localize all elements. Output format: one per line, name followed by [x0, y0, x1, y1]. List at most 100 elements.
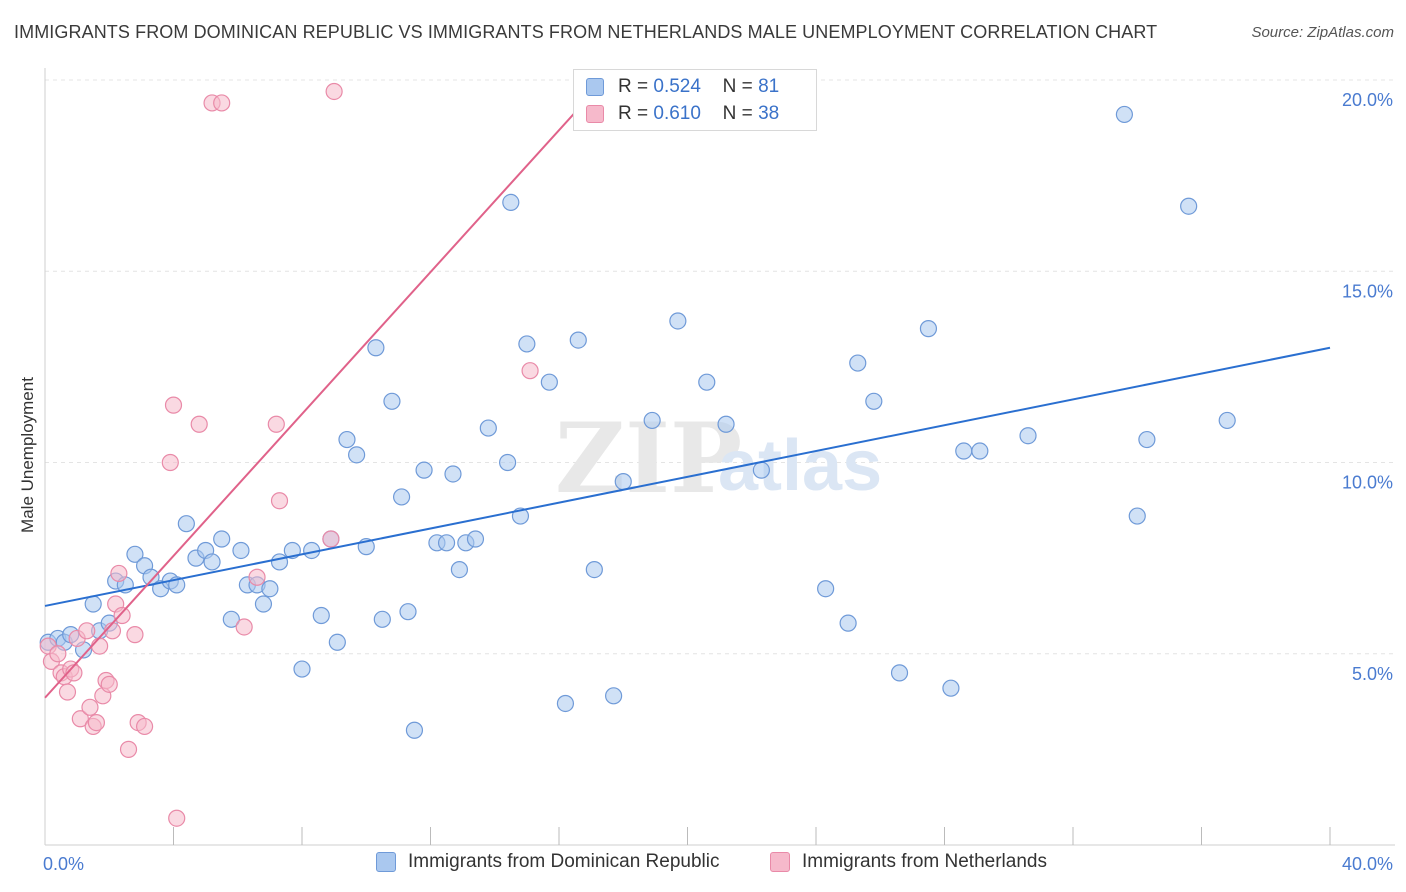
y-axis-label: Male Unemployment — [18, 377, 37, 533]
y-tick-label: 20.0% — [1342, 90, 1393, 110]
dominican-republic-point — [518, 335, 536, 353]
dominican-republic-point — [392, 488, 411, 506]
netherlands-point — [87, 713, 106, 732]
dominican-republic-point — [261, 580, 279, 598]
netherlands-point — [126, 626, 144, 644]
netherlands-point — [161, 453, 179, 472]
dominican-republic-point — [942, 679, 960, 697]
dominican-republic-point — [383, 392, 401, 410]
netherlands-point — [91, 637, 109, 655]
dominican-republic-point — [293, 660, 311, 678]
dominican-republic-point — [84, 595, 102, 613]
legend-n-label: N = — [722, 103, 753, 124]
trend-lines — [44, 86, 1331, 699]
dominican-republic-point — [399, 603, 417, 621]
dominican-republic-point — [971, 442, 989, 460]
dominican-republic-point — [1128, 507, 1146, 525]
x-tick-label: 40.0% — [1342, 854, 1393, 874]
bottom-legend-swatch-dominican-republic — [376, 852, 396, 872]
netherlands-point — [49, 645, 67, 663]
dominican-republic-point — [669, 312, 687, 330]
dominican-republic-point — [499, 453, 517, 472]
netherlands-point — [270, 492, 289, 510]
netherlands-point — [164, 396, 183, 414]
dominican-republic-point — [328, 633, 346, 651]
legend-r-value: 0.524 — [653, 76, 701, 97]
dominican-republic-point — [556, 694, 575, 713]
dominican-republic-point — [502, 193, 520, 211]
netherlands-point — [71, 710, 89, 728]
legend-swatch-dominican-republic — [586, 78, 604, 96]
legend-swatch-netherlands — [586, 105, 604, 123]
dominican-republic-point — [254, 595, 273, 613]
legend-n-value: 38 — [758, 103, 780, 124]
trend-line-netherlands — [44, 86, 599, 699]
dominican-republic-point — [1138, 430, 1156, 449]
dominican-republic-point — [348, 446, 366, 464]
dominican-republic-point — [569, 331, 587, 349]
netherlands-point — [135, 717, 154, 736]
dominican-republic-point — [405, 721, 424, 739]
dominican-republic-point — [437, 534, 456, 552]
dominican-republic-point — [717, 415, 735, 433]
axes — [44, 68, 1395, 846]
netherlands-point — [119, 740, 138, 758]
netherlands-point — [110, 564, 128, 583]
x-tick-label: 0.0% — [43, 854, 84, 874]
legend-r-value: 0.610 — [653, 103, 701, 124]
netherlands-point — [267, 415, 285, 433]
dominican-republic-point — [752, 461, 770, 479]
dominican-republic-point — [444, 465, 462, 483]
legend-r-label: R = — [618, 103, 649, 124]
netherlands-point — [58, 683, 77, 701]
legend-n-value: 81 — [758, 76, 780, 97]
source-credit: Source: ZipAtlas.com — [1251, 24, 1394, 41]
bottom-legend-swatch-netherlands — [770, 852, 790, 872]
legend-row-dominican-republic: R = 0.524 N = 81 — [586, 74, 779, 100]
netherlands-point — [235, 618, 253, 636]
dominican-republic-point — [919, 320, 938, 338]
dominican-republic-point — [1019, 427, 1037, 445]
netherlands-point — [78, 622, 96, 640]
netherlands-point — [168, 809, 186, 827]
watermark: ZIP atlas — [555, 402, 882, 515]
dominican-republic-point — [643, 411, 661, 430]
trend-line-dominican-republic — [44, 346, 1331, 607]
bottom-legend-label-netherlands: Immigrants from Netherlands — [802, 851, 1047, 872]
dominican-republic-point — [849, 354, 867, 372]
stats-legend: R = 0.524 N = 81 R = 0.610 N = 38 — [573, 69, 817, 131]
netherlands-point — [213, 94, 231, 112]
dominican-republic-point — [1115, 105, 1134, 124]
grid-lines — [45, 79, 1395, 655]
dominican-republic-point — [890, 664, 909, 682]
series-netherlands-points — [39, 82, 539, 827]
dominican-republic-point — [955, 442, 973, 460]
netherlands-point — [521, 362, 539, 380]
dominican-republic-point — [614, 473, 632, 491]
dominican-republic-point — [585, 560, 603, 579]
dominican-republic-point — [839, 614, 857, 632]
dominican-republic-point — [367, 339, 385, 357]
dominican-republic-point — [1180, 197, 1198, 215]
netherlands-point — [325, 82, 343, 101]
dominican-republic-point — [338, 430, 356, 449]
chart-title: IMMIGRANTS FROM DOMINICAN REPUBLIC VS IM… — [14, 22, 1158, 42]
netherlands-point — [322, 530, 340, 548]
y-tick-label: 15.0% — [1342, 281, 1393, 301]
dominican-republic-point — [540, 373, 558, 391]
netherlands-point — [113, 606, 131, 625]
dominican-republic-point — [232, 541, 250, 560]
y-tick-label: 10.0% — [1342, 473, 1393, 493]
dominican-republic-point — [177, 515, 195, 533]
dominican-republic-point — [817, 580, 835, 598]
dominican-republic-point — [698, 373, 716, 391]
dominican-republic-point — [450, 560, 469, 579]
dominican-republic-point — [373, 610, 391, 628]
netherlands-point — [81, 698, 99, 716]
y-tick-label: 5.0% — [1352, 664, 1393, 684]
dominican-republic-point — [865, 392, 883, 410]
bottom-legend-dominican-republic: Immigrants from Dominican Republic — [376, 851, 720, 873]
dominican-republic-point — [213, 530, 231, 548]
netherlands-point — [100, 675, 118, 693]
netherlands-point — [190, 415, 208, 433]
